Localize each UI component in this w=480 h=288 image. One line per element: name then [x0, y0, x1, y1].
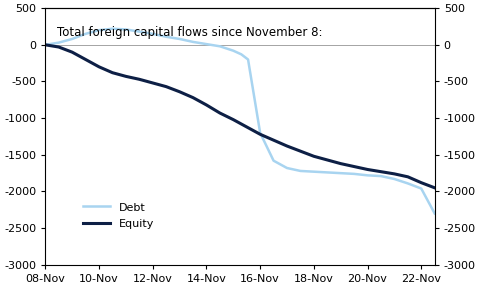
Debt — [351, 172, 357, 176]
Equity — [150, 81, 156, 85]
Legend: Debt, Equity: Debt, Equity — [78, 198, 159, 234]
Equity — [217, 111, 223, 115]
Equity — [56, 45, 61, 49]
Debt — [150, 32, 156, 35]
Equity — [136, 77, 142, 81]
Debt — [42, 43, 48, 47]
Debt — [419, 187, 424, 190]
Equity — [351, 165, 357, 168]
Debt — [271, 159, 276, 162]
Debt — [311, 170, 317, 173]
Equity — [83, 58, 88, 61]
Debt — [109, 27, 115, 31]
Debt — [239, 53, 244, 56]
Debt — [56, 41, 61, 44]
Debt — [217, 45, 223, 48]
Equity — [123, 75, 129, 78]
Equity — [392, 172, 397, 176]
Debt — [392, 177, 397, 181]
Debt — [405, 182, 411, 185]
Line: Equity: Equity — [45, 45, 435, 188]
Debt — [123, 28, 129, 31]
Debt — [338, 171, 344, 175]
Equity — [230, 118, 236, 121]
Equity — [271, 139, 276, 142]
Equity — [284, 144, 290, 148]
Debt — [190, 40, 196, 43]
Line: Debt: Debt — [45, 29, 435, 213]
Equity — [244, 125, 250, 129]
Equity — [405, 175, 411, 179]
Debt — [230, 49, 236, 52]
Equity — [324, 158, 330, 162]
Equity — [378, 170, 384, 173]
Equity — [204, 103, 209, 107]
Equity — [109, 71, 115, 74]
Equity — [163, 85, 169, 88]
Equity — [365, 168, 371, 171]
Debt — [365, 174, 371, 177]
Debt — [324, 171, 330, 174]
Debt — [163, 35, 169, 39]
Debt — [204, 42, 209, 46]
Debt — [257, 131, 263, 134]
Equity — [42, 43, 48, 47]
Debt — [245, 58, 251, 61]
Debt — [284, 166, 290, 170]
Equity — [190, 96, 196, 99]
Equity — [432, 186, 438, 190]
Equity — [419, 181, 424, 184]
Debt — [432, 212, 438, 215]
Equity — [96, 65, 102, 69]
Debt — [177, 37, 182, 41]
Debt — [298, 169, 303, 173]
Equity — [69, 50, 75, 54]
Equity — [257, 132, 263, 136]
Debt — [136, 30, 142, 33]
Debt — [96, 29, 102, 32]
Debt — [378, 174, 384, 178]
Equity — [338, 162, 344, 165]
Text: Total foreign capital flows since November 8:: Total foreign capital flows since Novemb… — [57, 26, 323, 39]
Equity — [177, 90, 182, 94]
Debt — [69, 37, 75, 41]
Debt — [83, 32, 88, 35]
Equity — [298, 149, 303, 153]
Equity — [311, 155, 317, 158]
